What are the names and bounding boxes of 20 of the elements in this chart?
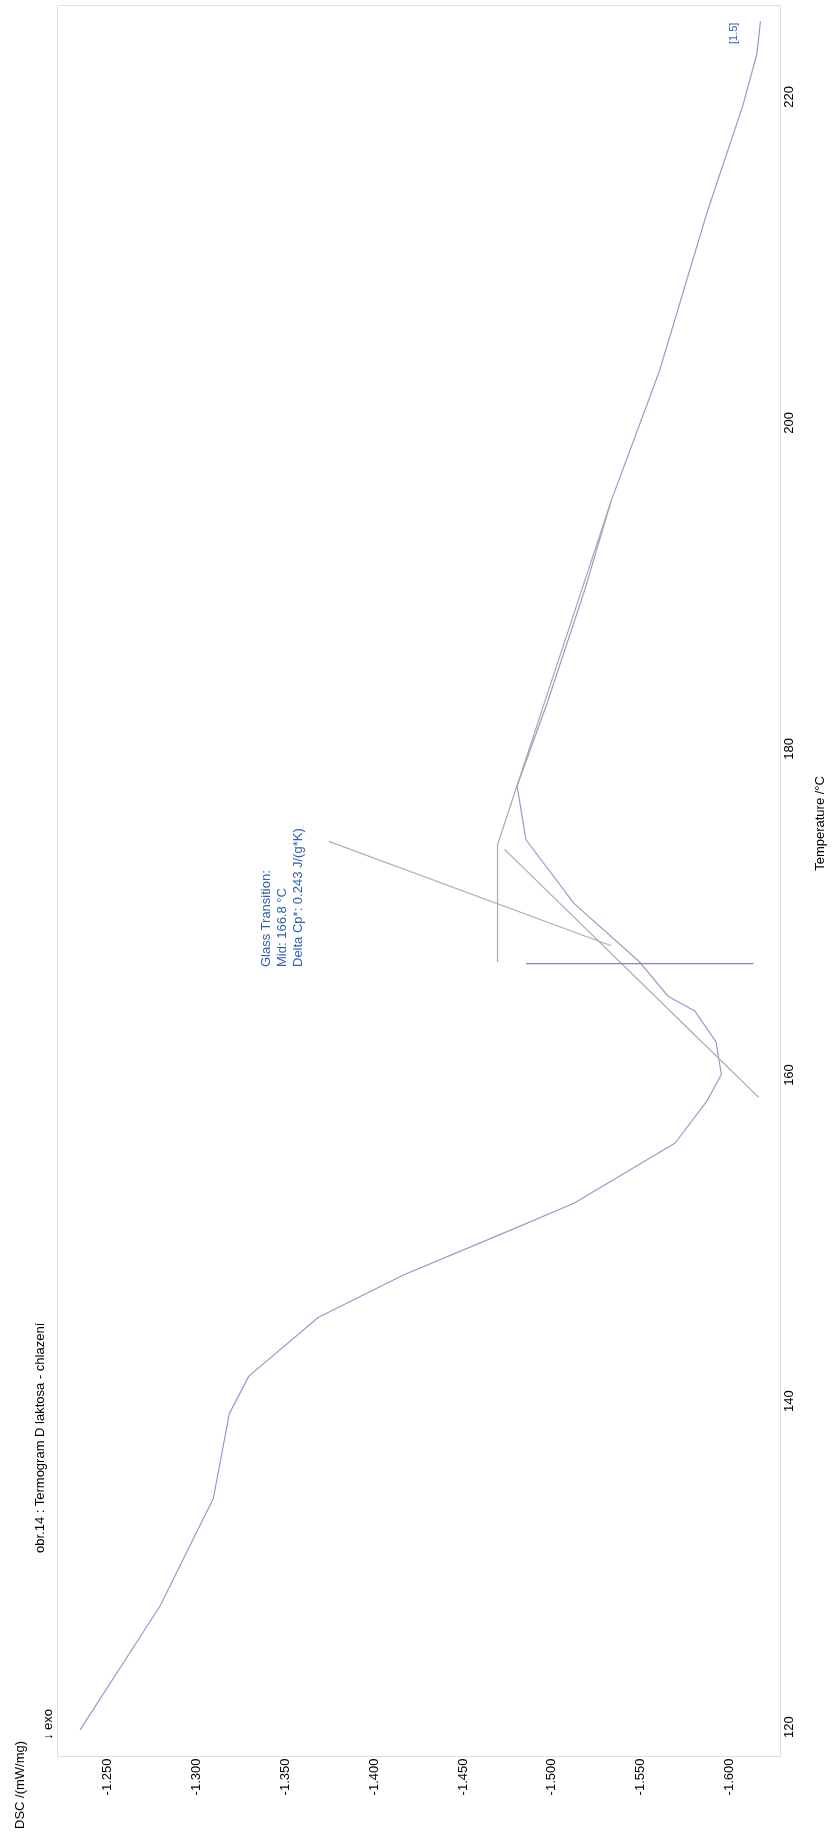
x-tick-label: -1.450 [454,1758,470,1796]
x-tick-label: -1.600 [720,1758,736,1796]
x-tick-label: -1.250 [99,1758,115,1796]
y-tick-label: 120 [780,1716,796,1739]
x-tick-label: -1.300 [188,1758,204,1796]
y-tick-label: 180 [780,738,796,760]
text: ↓ exo [40,1708,55,1740]
x-tick-label: -1.500 [543,1758,559,1796]
text: DSC /(mW/mg) [12,1740,27,1829]
y-axis-title: Temperature /°C [812,776,827,871]
annotation: [1.5] [727,22,740,45]
y-tick-label: 220 [780,85,796,108]
annotation: Glass Transition: Mid: 166.8 °C Delta Cp*: 0.243 J/(g*K) [258,828,305,967]
y-tick-label: 140 [780,1390,796,1412]
x-tick-label: -1.550 [632,1758,648,1796]
text: obr.14 : Termogram D laktosa - chlazení [32,1322,47,1553]
y-tick-label: 200 [780,412,796,434]
x-tick-label: -1.350 [276,1758,292,1796]
x-tick-label: -1.400 [365,1758,381,1796]
y-tick-label: 160 [780,1064,796,1086]
